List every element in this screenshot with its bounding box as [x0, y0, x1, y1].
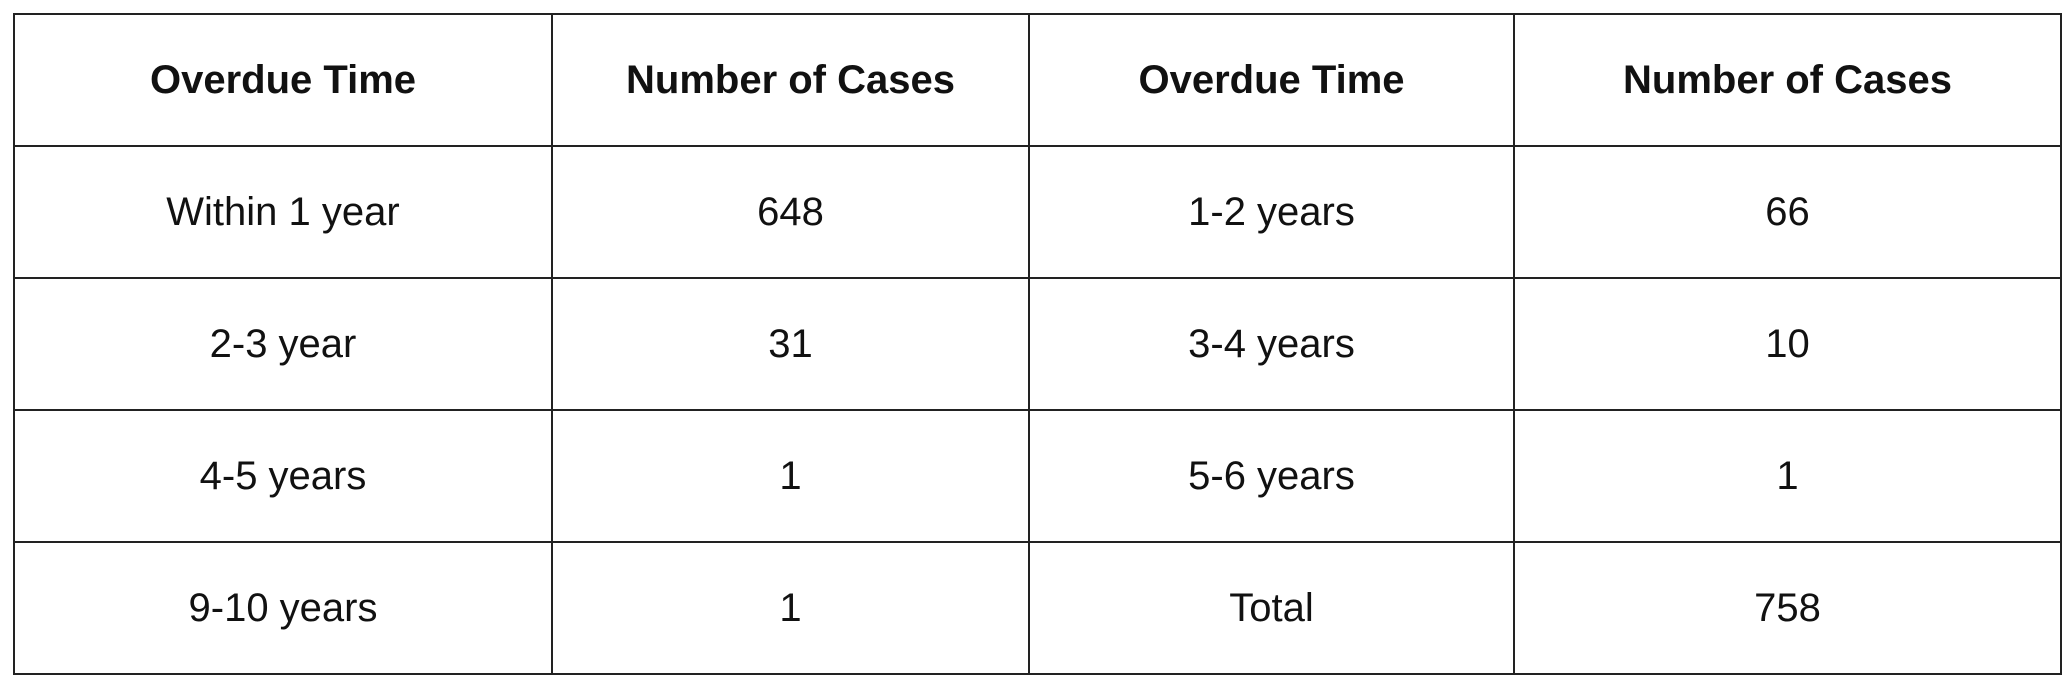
table-row: 9-10 years 1 Total 758 [13, 541, 2062, 675]
table-cell: 10 [1513, 277, 2062, 411]
table-cell: 1 [551, 409, 1030, 543]
header-row: Overdue Time Number of Cases Overdue Time N… [13, 13, 2062, 147]
table-container: Overdue Time Number of Cases Overdue Time N… [13, 13, 2062, 675]
table-row: 2-3 year 31 3-4 years 10 [13, 277, 2062, 411]
table-cell: 3-4 years [1028, 277, 1515, 411]
table-row: Within 1 year 648 1-2 years 66 [13, 145, 2062, 279]
table-row: 4-5 years 1 5-6 years 1 [13, 409, 2062, 543]
header-cell: Number of Cases [551, 13, 1030, 147]
table-cell: 2-3 year [13, 277, 553, 411]
header-cell: Number of Cases [1513, 13, 2062, 147]
table-cell: Within 1 year [13, 145, 553, 279]
header-cell: Overdue Time [13, 13, 553, 147]
table-cell: 31 [551, 277, 1030, 411]
overdue-table: Overdue Time Number of Cases Overdue Time N… [13, 13, 2062, 675]
table-cell: 5-6 years [1028, 409, 1515, 543]
table-cell: 9-10 years [13, 541, 553, 675]
table-cell: 1-2 years [1028, 145, 1515, 279]
table-body: Within 1 year 648 1-2 years 66 2-3 year 31 3-4… [13, 145, 2062, 675]
header-cell: Overdue Time [1028, 13, 1515, 147]
table-cell: 758 [1513, 541, 2062, 675]
table-cell: 1 [551, 541, 1030, 675]
table-cell: 1 [1513, 409, 2062, 543]
table-cell: 66 [1513, 145, 2062, 279]
table-cell: Total [1028, 541, 1515, 675]
table-cell: 648 [551, 145, 1030, 279]
table-cell: 4-5 years [13, 409, 553, 543]
